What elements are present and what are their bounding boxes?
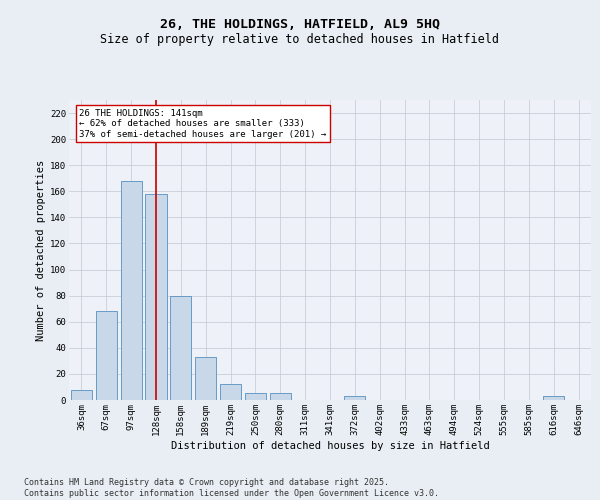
- Bar: [121, 181, 142, 400]
- Bar: [270, 394, 291, 400]
- Bar: [170, 296, 191, 400]
- Text: 26 THE HOLDINGS: 141sqm
← 62% of detached houses are smaller (333)
37% of semi-d: 26 THE HOLDINGS: 141sqm ← 62% of detache…: [79, 109, 326, 139]
- Bar: [344, 396, 365, 400]
- Bar: [195, 357, 216, 400]
- Bar: [96, 312, 117, 400]
- Bar: [71, 390, 92, 400]
- Text: Size of property relative to detached houses in Hatfield: Size of property relative to detached ho…: [101, 32, 499, 46]
- Text: 26, THE HOLDINGS, HATFIELD, AL9 5HQ: 26, THE HOLDINGS, HATFIELD, AL9 5HQ: [160, 18, 440, 30]
- Text: Contains HM Land Registry data © Crown copyright and database right 2025.
Contai: Contains HM Land Registry data © Crown c…: [24, 478, 439, 498]
- Y-axis label: Number of detached properties: Number of detached properties: [36, 160, 46, 340]
- Bar: [220, 384, 241, 400]
- X-axis label: Distribution of detached houses by size in Hatfield: Distribution of detached houses by size …: [170, 440, 490, 450]
- Bar: [145, 194, 167, 400]
- Bar: [543, 396, 564, 400]
- Bar: [245, 394, 266, 400]
